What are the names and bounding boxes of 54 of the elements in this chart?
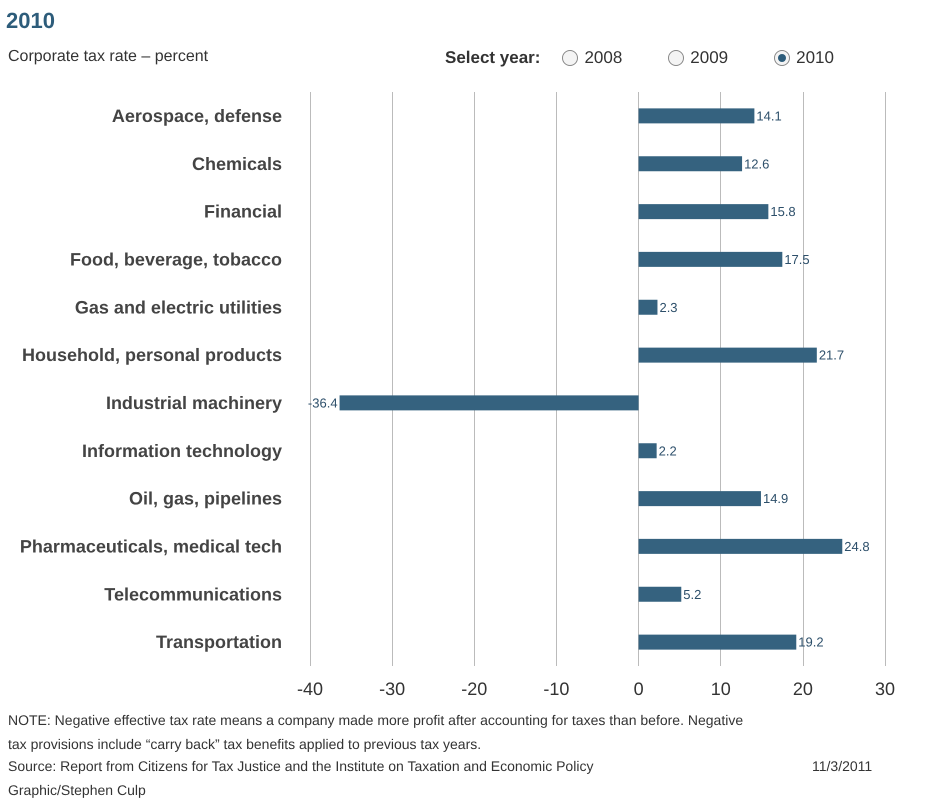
- y-tick-label: Pharmaceuticals, medical tech: [20, 536, 282, 556]
- x-tick-label: 0: [634, 679, 644, 699]
- bar: [638, 348, 817, 363]
- bar: [638, 204, 768, 220]
- y-tick-label: Chemicals: [192, 154, 282, 174]
- y-tick-label: Oil, gas, pipelines: [128, 488, 282, 509]
- y-tick-label: Food, beverage, tobacco: [70, 249, 282, 270]
- data-label: 24.8: [844, 538, 870, 554]
- text: Corporate tax rate – percent: [8, 48, 208, 66]
- data-label: 12.6: [744, 156, 770, 172]
- data-label: 14.9: [762, 491, 788, 506]
- data-label: 21.7: [818, 348, 844, 363]
- data-label: 5.2: [683, 586, 702, 602]
- x-tick-label: -10: [543, 679, 570, 699]
- x-tick-label: -40: [296, 679, 324, 699]
- data-label: 17.5: [784, 252, 810, 267]
- bar: [638, 634, 796, 650]
- text: 2010: [6, 8, 55, 34]
- text: 2009: [690, 48, 728, 68]
- x-tick-label: 30: [874, 679, 896, 699]
- y-tick-label: Gas and electric utilities: [74, 297, 282, 318]
- x-tick-label: 10: [710, 679, 731, 699]
- y-tick-label: Industrial machinery: [106, 392, 282, 413]
- text: Select year:: [445, 48, 540, 68]
- x-tick-label: -20: [461, 679, 488, 699]
- text: 11/3/2011: [812, 758, 872, 774]
- x-tick-label: 20: [792, 679, 813, 699]
- data-label: 2.3: [659, 300, 678, 315]
- bar: [638, 443, 657, 458]
- y-tick-label: Telecommunications: [104, 584, 282, 604]
- source-note: Source: Report from Citizens for Tax Justice and the Institute on Taxation and Economic Policy: [8, 758, 594, 774]
- bar: [638, 252, 782, 267]
- bar: [638, 108, 754, 124]
- text: Graphic/Stephen Culp: [8, 782, 146, 798]
- bar: [638, 538, 842, 554]
- text: 2008: [584, 48, 622, 68]
- data-label: 15.8: [770, 204, 796, 220]
- x-tick-label: -30: [379, 679, 406, 699]
- y-tick-label: Financial: [204, 202, 282, 222]
- data-label: -36.4: [308, 395, 338, 410]
- data-label: 2.2: [658, 443, 677, 458]
- y-tick-label: Aerospace, defense: [112, 106, 282, 126]
- bar: [638, 300, 658, 315]
- y-tick-label: Information technology: [82, 440, 282, 461]
- y-tick-label: Transportation: [156, 632, 282, 652]
- bar: [638, 586, 682, 602]
- chart-title: 2010: [796, 48, 834, 68]
- y-tick-label: Household, personal products: [22, 345, 282, 366]
- bar: [638, 491, 761, 506]
- text: NOTE: Negative effective tax rate means a company made more profit after accounting for taxes than before. Negative tax provisions include “carry back” tax benefits applied to previous tax years.: [8, 711, 744, 754]
- data-label: 19.2: [798, 634, 824, 650]
- bar: [340, 395, 639, 410]
- data-label: 14.1: [756, 108, 782, 124]
- bar: [638, 156, 742, 172]
